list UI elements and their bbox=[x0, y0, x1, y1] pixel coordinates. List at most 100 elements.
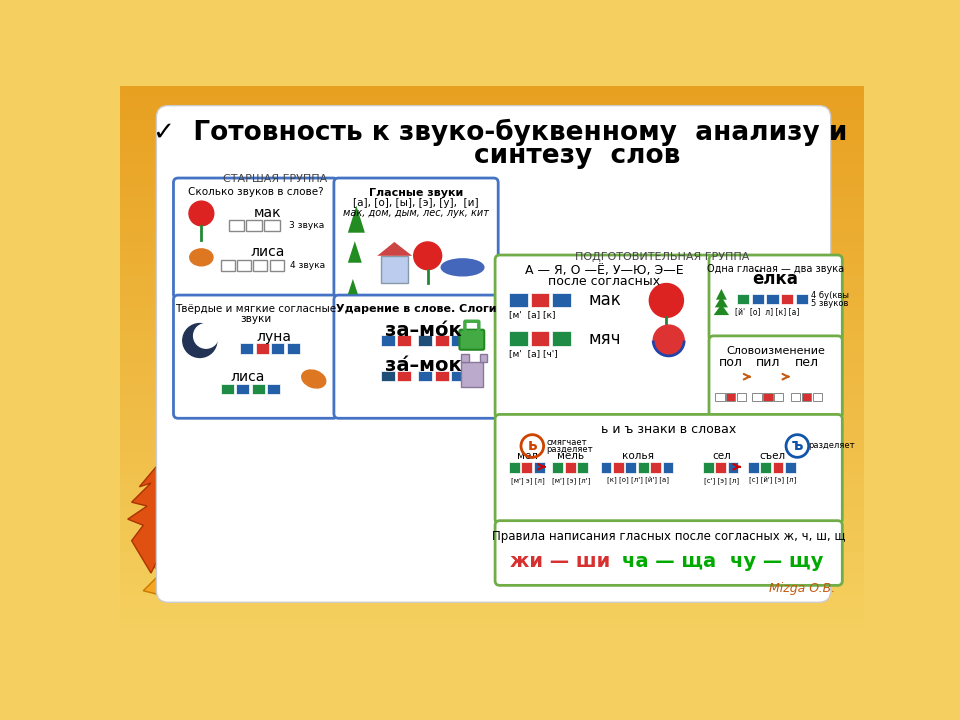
Text: ь и ъ знаки в словах: ь и ъ знаки в словах bbox=[601, 423, 736, 436]
FancyBboxPatch shape bbox=[240, 343, 253, 354]
FancyBboxPatch shape bbox=[120, 385, 864, 397]
FancyBboxPatch shape bbox=[120, 207, 864, 220]
FancyBboxPatch shape bbox=[715, 462, 726, 473]
FancyBboxPatch shape bbox=[120, 241, 864, 253]
FancyBboxPatch shape bbox=[236, 384, 250, 395]
Text: мел: мел bbox=[517, 451, 539, 461]
FancyBboxPatch shape bbox=[120, 607, 864, 618]
FancyBboxPatch shape bbox=[120, 496, 864, 508]
Text: 5 звуков: 5 звуков bbox=[810, 299, 848, 308]
FancyBboxPatch shape bbox=[612, 462, 624, 473]
Text: 4 бу(квы: 4 бу(квы bbox=[810, 292, 849, 300]
FancyBboxPatch shape bbox=[435, 335, 448, 346]
FancyBboxPatch shape bbox=[760, 462, 771, 473]
FancyBboxPatch shape bbox=[766, 294, 779, 305]
FancyBboxPatch shape bbox=[120, 86, 864, 97]
FancyBboxPatch shape bbox=[552, 462, 564, 473]
FancyBboxPatch shape bbox=[120, 585, 864, 596]
FancyBboxPatch shape bbox=[120, 485, 864, 497]
FancyBboxPatch shape bbox=[773, 462, 783, 473]
FancyBboxPatch shape bbox=[564, 462, 576, 473]
FancyBboxPatch shape bbox=[531, 293, 549, 307]
FancyBboxPatch shape bbox=[637, 462, 649, 473]
FancyBboxPatch shape bbox=[534, 462, 544, 473]
Text: мак, дом, дым, лес, лук, кит: мак, дом, дым, лес, лук, кит bbox=[343, 209, 489, 218]
FancyBboxPatch shape bbox=[601, 462, 612, 473]
FancyBboxPatch shape bbox=[228, 220, 244, 231]
Text: Твёрдые и мягкие согласные: Твёрдые и мягкие согласные bbox=[175, 304, 336, 314]
FancyBboxPatch shape bbox=[334, 178, 498, 299]
Text: жи — ши: жи — ши bbox=[511, 552, 611, 571]
FancyBboxPatch shape bbox=[120, 119, 864, 131]
FancyBboxPatch shape bbox=[531, 331, 549, 346]
Text: чу — щу: чу — щу bbox=[731, 552, 824, 571]
FancyBboxPatch shape bbox=[264, 220, 279, 231]
FancyBboxPatch shape bbox=[802, 393, 811, 401]
Text: мак: мак bbox=[254, 206, 282, 220]
FancyBboxPatch shape bbox=[120, 507, 864, 519]
FancyBboxPatch shape bbox=[495, 415, 842, 523]
FancyBboxPatch shape bbox=[728, 462, 738, 473]
FancyBboxPatch shape bbox=[521, 462, 532, 473]
FancyBboxPatch shape bbox=[120, 595, 864, 608]
FancyBboxPatch shape bbox=[419, 335, 432, 346]
Text: [й'  [о]  л] [к] [а]: [й' [о] л] [к] [а] bbox=[735, 307, 800, 316]
FancyBboxPatch shape bbox=[120, 263, 864, 275]
Text: смягчает: смягчает bbox=[546, 438, 587, 446]
Text: ь: ь bbox=[527, 438, 537, 454]
FancyBboxPatch shape bbox=[237, 261, 251, 271]
FancyBboxPatch shape bbox=[774, 393, 783, 401]
FancyBboxPatch shape bbox=[120, 174, 864, 186]
FancyBboxPatch shape bbox=[255, 343, 269, 354]
Text: мак: мак bbox=[588, 292, 622, 310]
FancyBboxPatch shape bbox=[495, 521, 842, 585]
FancyBboxPatch shape bbox=[120, 408, 864, 419]
Text: [с'] [э] [л]: [с'] [э] [л] bbox=[704, 477, 739, 484]
FancyBboxPatch shape bbox=[174, 178, 338, 299]
Ellipse shape bbox=[442, 259, 484, 276]
Text: пол: пол bbox=[719, 356, 743, 369]
FancyBboxPatch shape bbox=[419, 371, 432, 382]
FancyBboxPatch shape bbox=[509, 293, 528, 307]
FancyBboxPatch shape bbox=[785, 462, 796, 473]
FancyBboxPatch shape bbox=[120, 285, 864, 297]
FancyBboxPatch shape bbox=[552, 331, 571, 346]
Circle shape bbox=[653, 325, 684, 356]
Text: после согласных: после согласных bbox=[548, 275, 660, 288]
Polygon shape bbox=[713, 305, 730, 315]
FancyBboxPatch shape bbox=[120, 163, 864, 175]
FancyBboxPatch shape bbox=[752, 294, 764, 305]
FancyBboxPatch shape bbox=[577, 462, 588, 473]
FancyBboxPatch shape bbox=[120, 463, 864, 474]
FancyBboxPatch shape bbox=[120, 396, 864, 408]
Text: [м'] [э] [л']: [м'] [э] [л'] bbox=[552, 477, 590, 484]
FancyBboxPatch shape bbox=[451, 371, 465, 382]
FancyBboxPatch shape bbox=[737, 393, 746, 401]
FancyBboxPatch shape bbox=[270, 261, 283, 271]
FancyBboxPatch shape bbox=[120, 441, 864, 452]
Text: мель: мель bbox=[558, 451, 585, 461]
FancyBboxPatch shape bbox=[120, 219, 864, 230]
FancyBboxPatch shape bbox=[509, 331, 528, 346]
FancyBboxPatch shape bbox=[120, 629, 864, 641]
FancyBboxPatch shape bbox=[221, 261, 234, 271]
FancyBboxPatch shape bbox=[791, 393, 801, 401]
FancyBboxPatch shape bbox=[381, 371, 396, 382]
FancyBboxPatch shape bbox=[381, 256, 408, 283]
FancyBboxPatch shape bbox=[221, 384, 234, 395]
FancyBboxPatch shape bbox=[120, 252, 864, 264]
FancyBboxPatch shape bbox=[737, 294, 750, 305]
FancyBboxPatch shape bbox=[715, 393, 725, 401]
Text: сел: сел bbox=[712, 451, 731, 461]
FancyBboxPatch shape bbox=[480, 354, 488, 362]
FancyBboxPatch shape bbox=[495, 255, 713, 418]
Polygon shape bbox=[716, 289, 727, 300]
FancyBboxPatch shape bbox=[120, 529, 864, 541]
Circle shape bbox=[194, 323, 219, 348]
Circle shape bbox=[649, 284, 684, 318]
Text: съел: съел bbox=[759, 451, 785, 461]
FancyBboxPatch shape bbox=[662, 462, 673, 473]
Polygon shape bbox=[348, 279, 358, 294]
FancyBboxPatch shape bbox=[120, 363, 864, 374]
FancyBboxPatch shape bbox=[120, 152, 864, 164]
